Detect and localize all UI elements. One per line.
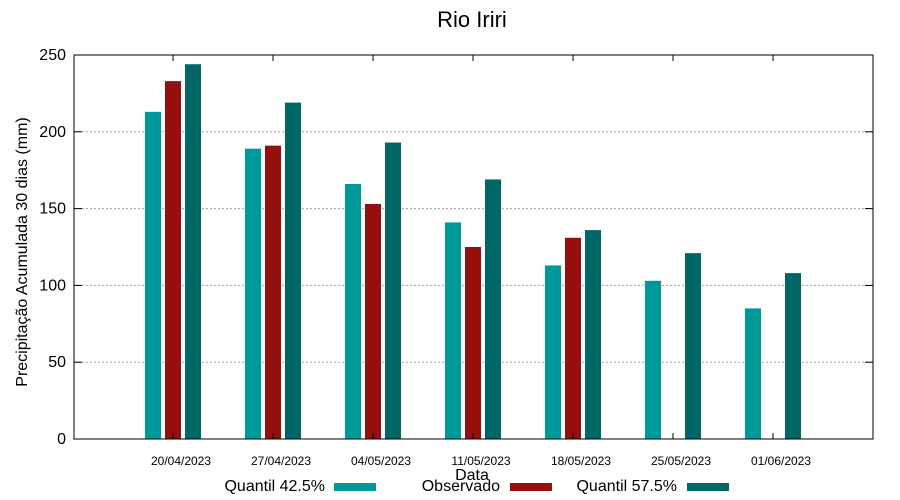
bar — [745, 308, 761, 439]
y-axis-ticks: 0 50 100 150 200 250 — [39, 47, 873, 448]
legend-swatch — [334, 483, 376, 491]
gridlines — [74, 131, 873, 363]
bars — [145, 64, 801, 440]
x-axis-ticks: 20/04/2023 27/04/2023 04/05/2023 11/05/2023… — [151, 55, 811, 468]
x-tick-label: 25/05/2023 — [651, 454, 711, 468]
bar — [465, 247, 481, 439]
y-tick-label: 250 — [39, 47, 66, 64]
bar — [285, 102, 301, 439]
y-tick-label: 100 — [39, 277, 66, 294]
bar — [485, 179, 501, 439]
x-tick-label: 04/05/2023 — [351, 454, 411, 468]
bar — [245, 148, 261, 440]
x-tick-label: 20/04/2023 — [151, 454, 211, 468]
bar — [185, 64, 201, 439]
bar — [165, 81, 181, 439]
y-tick-label: 50 — [48, 354, 66, 371]
legend-label: Quantil 42.5% — [224, 478, 325, 495]
bar — [545, 265, 561, 439]
x-tick-label: 01/06/2023 — [751, 454, 811, 468]
legend-label: Quantil 57.5% — [576, 478, 677, 495]
bar — [585, 230, 601, 439]
legend-swatch — [687, 483, 729, 491]
bar — [385, 142, 401, 439]
legend: Quantil 42.5% Observado Quantil 57.5% — [224, 478, 729, 495]
y-tick-label: 0 — [57, 431, 66, 448]
x-tick-label: 11/05/2023 — [451, 454, 510, 468]
x-tick-label: 27/04/2023 — [251, 454, 311, 468]
y-tick-label: 200 — [39, 124, 66, 141]
y-axis-label: Precipitação Acumulada 30 dias (mm) — [14, 117, 31, 386]
bar — [785, 273, 801, 439]
bar — [145, 111, 161, 439]
legend-label: Observado — [422, 478, 500, 495]
bar — [265, 145, 281, 439]
bar — [345, 184, 361, 439]
bar — [445, 222, 461, 439]
y-tick-label: 150 — [39, 201, 66, 218]
bar — [645, 280, 661, 439]
bar — [565, 237, 581, 439]
bar — [365, 203, 381, 439]
chart-title: Rio Iriri — [437, 7, 507, 32]
legend-swatch — [510, 483, 552, 491]
x-axis-label: Data — [455, 467, 489, 484]
bar — [685, 253, 701, 439]
x-tick-label: 18/05/2023 — [551, 454, 611, 468]
